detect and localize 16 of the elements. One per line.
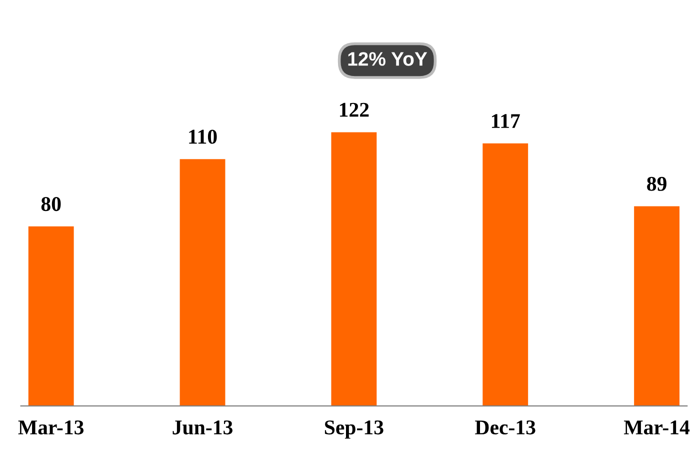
data-label: 117: [492, 114, 520, 128]
x-tick-label: Mar-13: [18, 420, 84, 434]
data-label: 80: [41, 197, 61, 212]
x-tick-label: Jun-13: [172, 420, 232, 434]
bar: [180, 159, 226, 406]
bar: [28, 226, 74, 406]
data-label: 89: [647, 176, 666, 191]
bar: [634, 206, 680, 406]
x-tick-label: Dec-13: [475, 420, 536, 434]
x-tick-label: Sep-13: [324, 420, 384, 439]
bar: [482, 143, 528, 406]
data-label: 122: [340, 102, 369, 117]
data-label: 110: [189, 130, 217, 144]
text: 12% YoY: [348, 52, 428, 66]
bar: [331, 132, 377, 406]
x-tick-label: Mar-14: [624, 420, 690, 434]
